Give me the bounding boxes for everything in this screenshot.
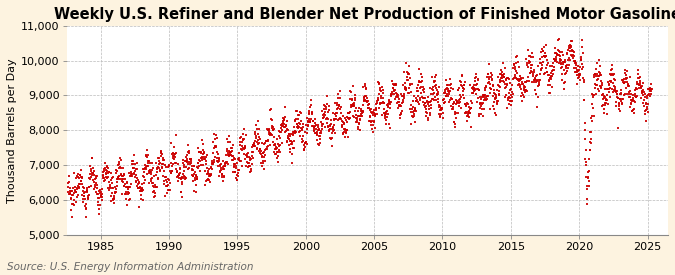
Title: Weekly U.S. Refiner and Blender Net Production of Finished Motor Gasoline: Weekly U.S. Refiner and Blender Net Prod… — [54, 7, 675, 22]
Y-axis label: Thousand Barrels per Day: Thousand Barrels per Day — [7, 58, 17, 203]
Text: Source: U.S. Energy Information Administration: Source: U.S. Energy Information Administ… — [7, 262, 253, 272]
